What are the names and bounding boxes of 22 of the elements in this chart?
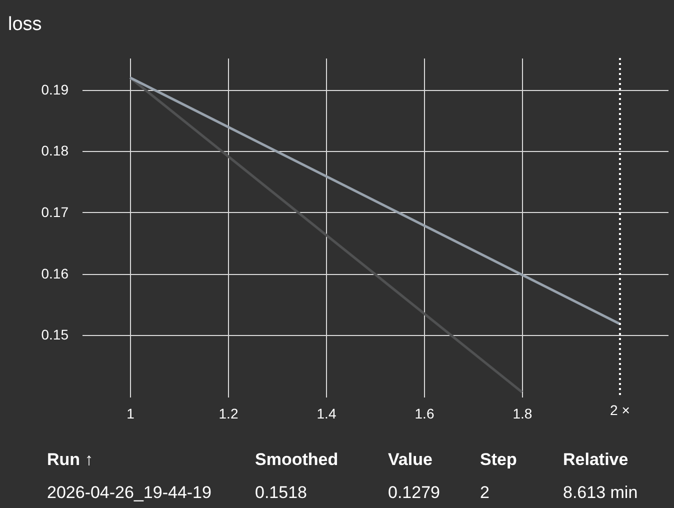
- text: Run ↑: [47, 450, 94, 469]
- x-tick-label: 1.6: [414, 406, 434, 422]
- y-tick-label: 0.16: [41, 265, 69, 282]
- text: Step: [480, 450, 517, 469]
- text: 2: [480, 483, 490, 502]
- x-tick-label: 1.4: [316, 406, 336, 422]
- chart-title: loss: [8, 14, 42, 35]
- text: 0.1518: [255, 483, 307, 502]
- x-tick-label: 1: [126, 406, 135, 422]
- text: 8.613 min: [563, 483, 638, 502]
- ref-line-label: 2 ×: [610, 402, 630, 418]
- y-tick-label: 0.18: [41, 142, 69, 159]
- y-tick-label: 0.17: [41, 204, 69, 220]
- text: Smoothed: [255, 450, 338, 469]
- text: Value: [388, 450, 432, 469]
- text: 0.1279: [388, 483, 440, 502]
- y-tick-label: 0.19: [41, 81, 69, 98]
- x-tick-label: 1.2: [218, 406, 238, 422]
- text: 2026-04-26_19-44-19: [47, 483, 212, 502]
- text: Relative: [563, 450, 628, 469]
- y-tick-label: 0.15: [41, 326, 69, 343]
- x-tick-label: 1.8: [512, 406, 532, 422]
